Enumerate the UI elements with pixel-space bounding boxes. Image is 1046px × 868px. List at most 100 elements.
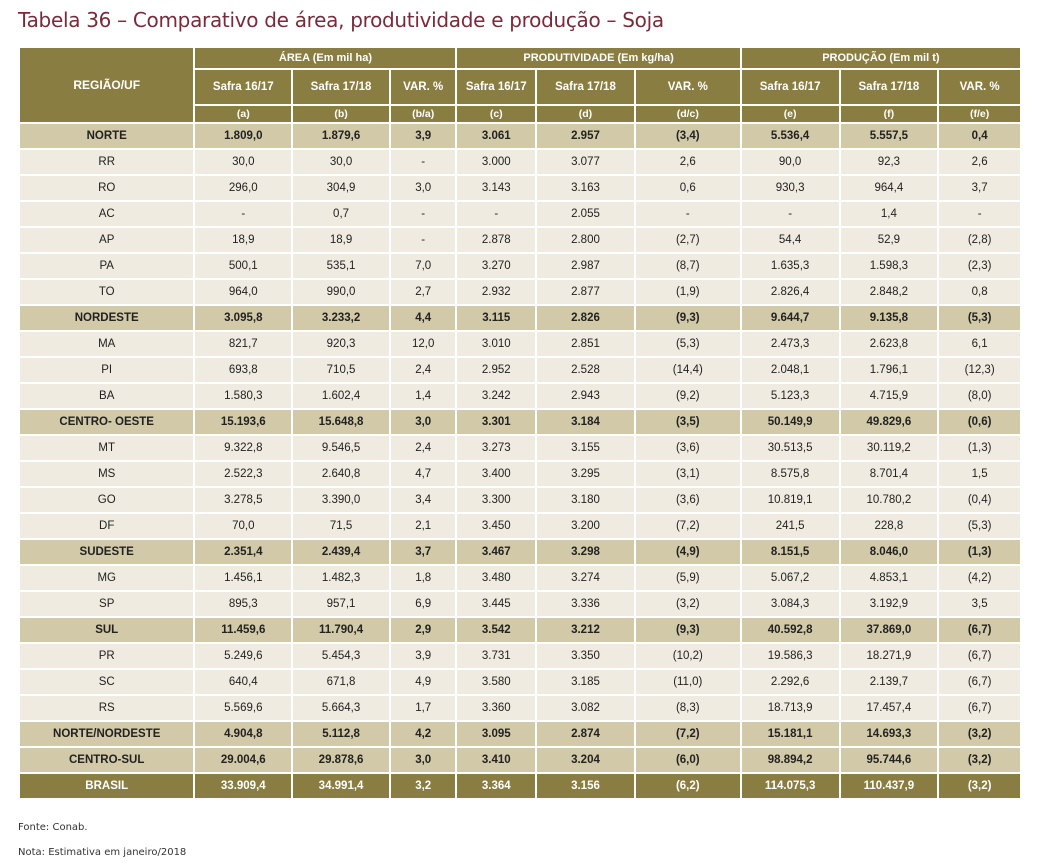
header-subcol: Safra 17/18 xyxy=(537,70,634,104)
table-cell: (6,7) xyxy=(939,696,1020,720)
header-letter: (f/e) xyxy=(939,106,1020,122)
table-cell: 1,4 xyxy=(390,384,456,408)
table-cell: 4.853,1 xyxy=(840,566,938,590)
table-cell: 1.482,3 xyxy=(293,566,389,590)
table-cell: (3,2) xyxy=(939,748,1020,772)
table-cell: 29.878,6 xyxy=(293,748,389,772)
table-cell: 3.061 xyxy=(457,124,536,148)
table-cell: 2.139,7 xyxy=(840,670,938,694)
table-cell: (10,2) xyxy=(635,644,740,668)
table-cell: 3.278,5 xyxy=(195,488,292,512)
table-cell: 3.010 xyxy=(457,332,536,356)
table-row: PR 5.249,6 5.454,3 3,9 3.731 3.350 (10,2) 19.58… xyxy=(20,644,1020,668)
header-letter: (b) xyxy=(293,106,389,122)
total-row: BRASIL 33.909,4 34.991,4 3,2 3.364 3.156 (6,2)… xyxy=(20,774,1020,798)
table-row: MS 2.522,3 2.640,8 4,7 3.400 3.295 (3,1) 8.575,… xyxy=(20,462,1020,486)
table-cell: (2,7) xyxy=(635,228,740,252)
table-cell: (2,3) xyxy=(939,254,1020,278)
table-cell: 5.123,3 xyxy=(741,384,839,408)
table-cell: 1,7 xyxy=(390,696,456,720)
table-cell: 1,4 xyxy=(840,202,938,226)
table-cell: (5,9) xyxy=(635,566,740,590)
table-cell: (3,1) xyxy=(635,462,740,486)
row-label: SP xyxy=(20,592,194,616)
table-cell: 0,8 xyxy=(939,280,1020,304)
header-letter: (e) xyxy=(741,106,839,122)
table-cell: 3.155 xyxy=(537,436,634,460)
table-cell: 3.445 xyxy=(457,592,536,616)
table-cell: 95.744,6 xyxy=(840,748,938,772)
row-label: NORTE/NORDESTE xyxy=(20,722,194,746)
table-cell: 30.513,5 xyxy=(741,436,839,460)
table-cell: (6,2) xyxy=(635,774,740,798)
region-row: NORDESTE 3.095,8 3.233,2 4,4 3.115 2.826 (9,3)… xyxy=(20,306,1020,330)
table-cell: - xyxy=(390,150,456,174)
table-cell: (9,2) xyxy=(635,384,740,408)
table-cell: 3,9 xyxy=(390,124,456,148)
row-label: GO xyxy=(20,488,194,512)
table-cell: 2,6 xyxy=(635,150,740,174)
soja-comparison-table: REGIÃO/UF ÁREA (Em mil ha) PRODUTIVIDADE… xyxy=(18,46,1022,800)
table-cell: (6,7) xyxy=(939,644,1020,668)
table-cell: 1.879,6 xyxy=(293,124,389,148)
table-cell: 33.909,4 xyxy=(195,774,292,798)
table-cell: 4,7 xyxy=(390,462,456,486)
header-subcol: VAR. % xyxy=(635,70,740,104)
table-row: SC 640,4 671,8 4,9 3.580 3.185 (11,0) 2.292,6 2.… xyxy=(20,670,1020,694)
table-cell: (4,2) xyxy=(939,566,1020,590)
region-row: SUL 11.459,6 11.790,4 2,9 3.542 3.212 (9,3) 40.… xyxy=(20,618,1020,642)
table-row: BA 1.580,3 1.602,4 1,4 3.242 2.943 (9,2) 5.123,… xyxy=(20,384,1020,408)
row-label: MA xyxy=(20,332,194,356)
table-cell: 3.192,9 xyxy=(840,592,938,616)
table-cell: 1.602,4 xyxy=(293,384,389,408)
table-cell: 14.693,3 xyxy=(840,722,938,746)
table-cell: (6,7) xyxy=(939,670,1020,694)
table-cell: 3.095,8 xyxy=(195,306,292,330)
table-cell: 241,5 xyxy=(741,514,839,538)
table-cell: 4.715,9 xyxy=(840,384,938,408)
table-cell: 3,4 xyxy=(390,488,456,512)
table-cell: 3.163 xyxy=(537,176,634,200)
table-cell: (5,3) xyxy=(939,514,1020,538)
header-subcol: VAR. % xyxy=(939,70,1020,104)
table-cell: (8,0) xyxy=(939,384,1020,408)
table-cell: 2.351,4 xyxy=(195,540,292,564)
table-cell: (12,3) xyxy=(939,358,1020,382)
table-cell: (1,9) xyxy=(635,280,740,304)
table-cell: 3.095 xyxy=(457,722,536,746)
header-letter: (c) xyxy=(457,106,536,122)
table-cell: 3,0 xyxy=(390,410,456,434)
table-cell: 1,5 xyxy=(939,462,1020,486)
header-letter: (f) xyxy=(840,106,938,122)
table-cell: 2.826 xyxy=(537,306,634,330)
region-row: CENTRO- OESTE 15.193,6 15.648,8 3,0 3.301 3.1… xyxy=(20,410,1020,434)
table-cell: 8.046,0 xyxy=(840,540,938,564)
table-cell: 228,8 xyxy=(840,514,938,538)
table-cell: 2.874 xyxy=(537,722,634,746)
table-cell: 1.809,0 xyxy=(195,124,292,148)
table-cell: (8,7) xyxy=(635,254,740,278)
region-row: NORTE/NORDESTE 4.904,8 5.112,8 4,2 3.095 2.87… xyxy=(20,722,1020,746)
table-cell: 930,3 xyxy=(741,176,839,200)
row-label: RR xyxy=(20,150,194,174)
table-cell: 3.360 xyxy=(457,696,536,720)
table-cell: - xyxy=(741,202,839,226)
header-letter: (a) xyxy=(195,106,292,122)
table-cell: - xyxy=(457,202,536,226)
table-cell: 3.364 xyxy=(457,774,536,798)
region-row: SUDESTE 2.351,4 2.439,4 3,7 3.467 3.298 (4,9) 8… xyxy=(20,540,1020,564)
table-cell: 2,7 xyxy=(390,280,456,304)
table-cell: 3.000 xyxy=(457,150,536,174)
table-cell: 710,5 xyxy=(293,358,389,382)
table-cell: 15.648,8 xyxy=(293,410,389,434)
header-group-production: PRODUÇÃO (Em mil t) xyxy=(741,48,1020,68)
table-cell: 3.350 xyxy=(537,644,634,668)
table-cell: 18,9 xyxy=(195,228,292,252)
table-cell: 2,4 xyxy=(390,358,456,382)
table-cell: 4,9 xyxy=(390,670,456,694)
table-cell: 18,9 xyxy=(293,228,389,252)
header-letter: (d/c) xyxy=(635,106,740,122)
table-cell: 3.274 xyxy=(537,566,634,590)
table-row: MT 9.322,8 9.546,5 2,4 3.273 3.155 (3,6) 30.513… xyxy=(20,436,1020,460)
table-cell: 0,4 xyxy=(939,124,1020,148)
